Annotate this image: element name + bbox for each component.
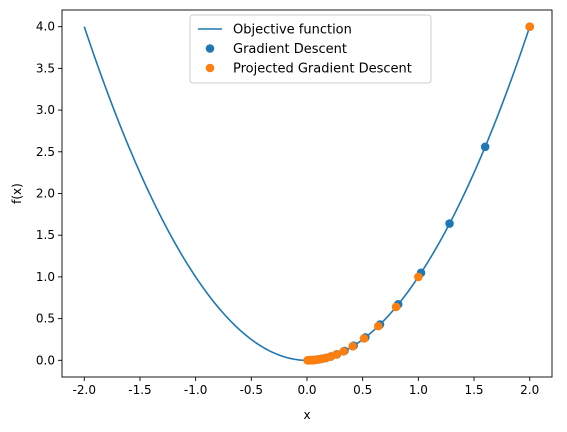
x-tick-label: -0.5 — [240, 383, 263, 397]
y-tick-label: 1.5 — [36, 228, 55, 242]
series-1 — [303, 22, 535, 365]
data-point — [373, 321, 383, 331]
legend-label: Projected Gradient Descent — [233, 62, 412, 77]
legend-marker-swatch — [205, 63, 215, 73]
y-tick-label: 0.0 — [36, 353, 55, 367]
x-tick-label: 1.5 — [464, 383, 483, 397]
y-tick-label: 4.0 — [36, 20, 55, 34]
legend: Objective function Gradient Descent Projec… — [189, 14, 432, 84]
y-tick-label: 0.5 — [36, 312, 55, 326]
x-tick-label: 2.0 — [520, 383, 539, 397]
data-point — [391, 302, 401, 312]
plot-area — [83, 22, 535, 365]
y-tick-label: 2.0 — [36, 187, 55, 201]
y-tick-label: 1.0 — [36, 270, 55, 284]
x-tick-label: 1.0 — [409, 383, 428, 397]
y-tick-label: 3.5 — [36, 61, 55, 75]
data-point — [414, 272, 423, 282]
data-point — [303, 356, 312, 365]
x-tick-label: 0.0 — [297, 383, 316, 397]
data-point — [480, 142, 490, 152]
legend-marker-swatch — [205, 44, 215, 53]
y-axis-label: f(x) — [10, 183, 24, 204]
data-point — [359, 334, 369, 343]
x-tick-label: 0.5 — [353, 383, 372, 397]
x-tick-label: -1.5 — [128, 383, 151, 397]
data-point — [525, 22, 535, 31]
data-point — [348, 342, 357, 351]
x-axis-label: x — [303, 408, 310, 422]
legend-label: Gradient Descent — [233, 42, 347, 57]
x-tick-label: -1.0 — [184, 383, 207, 397]
data-point — [339, 347, 348, 356]
data-point — [445, 219, 454, 228]
legend-box — [189, 14, 432, 84]
y-tick-label: 2.5 — [36, 145, 55, 159]
y-tick-label: 3.0 — [36, 103, 55, 117]
legend-label: Objective function — [233, 23, 352, 38]
x-tick-label: -2.0 — [73, 383, 96, 397]
axes: -2.0 -1.5 -1.0 -0.5 0.0 0.5 1.0 1.5 2.0 0.0 0.5 1.0… — [36, 9, 553, 397]
